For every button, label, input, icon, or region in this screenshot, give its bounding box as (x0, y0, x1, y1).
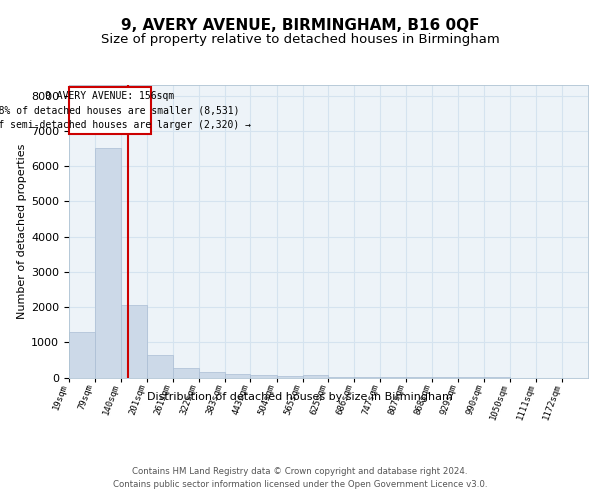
Bar (147, 354, 173, 378)
Text: 9, AVERY AVENUE, BIRMINGHAM, B16 0QF: 9, AVERY AVENUE, BIRMINGHAM, B16 0QF (121, 18, 479, 32)
Bar (199, 372, 225, 378)
Text: Size of property relative to detached houses in Birmingham: Size of property relative to detached ho… (101, 32, 499, 46)
Bar (250, 374, 277, 378)
Y-axis label: Number of detached properties: Number of detached properties (17, 144, 27, 319)
Bar (95, 148, 121, 378)
Bar (225, 374, 250, 378)
Bar (121, 306, 147, 378)
Text: 9 AVERY AVENUE: 156sqm
← 78% of detached houses are smaller (8,531)
21% of semi-: 9 AVERY AVENUE: 156sqm ← 78% of detached… (0, 91, 251, 130)
Text: Contains HM Land Registry data © Crown copyright and database right 2024.: Contains HM Land Registry data © Crown c… (132, 468, 468, 476)
Text: Distribution of detached houses by size in Birmingham: Distribution of detached houses by size … (147, 392, 453, 402)
Bar (277, 376, 302, 378)
FancyBboxPatch shape (69, 87, 151, 134)
Text: Contains public sector information licensed under the Open Government Licence v3: Contains public sector information licen… (113, 480, 487, 489)
Bar (173, 368, 199, 378)
Bar (69, 332, 95, 378)
Bar (302, 374, 328, 378)
